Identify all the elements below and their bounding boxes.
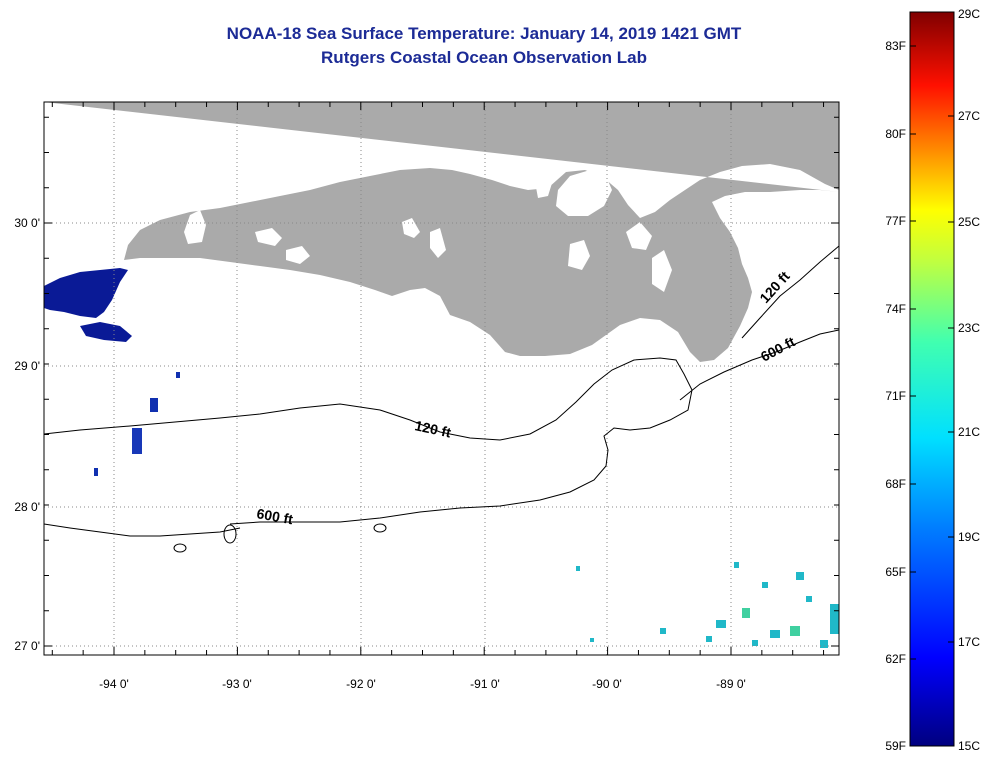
- cold-water-pixel: [176, 372, 180, 378]
- contour-label: 600 ft: [255, 505, 294, 527]
- cold-water-streak: [80, 322, 132, 342]
- cold-water-pixel: [94, 468, 98, 476]
- lat-label: 29 0': [14, 359, 40, 373]
- lake: [568, 240, 590, 270]
- contour-120ft-coastal: [741, 245, 839, 339]
- lake: [626, 222, 652, 250]
- graticule: [44, 102, 839, 655]
- contour-bank: [173, 543, 187, 553]
- colorbar-label-f: 71F: [885, 389, 906, 403]
- colorbar-label-c: 15C: [958, 739, 980, 753]
- colorbar-label-f: 83F: [885, 39, 906, 53]
- lon-label: -94 0': [99, 677, 129, 691]
- lake-maurepas: [535, 174, 553, 198]
- frame-ticks: [44, 102, 839, 655]
- colorbar-label-c: 21C: [958, 425, 980, 439]
- cold-water-pixel: [150, 398, 158, 412]
- contour-120ft-shelf: [44, 357, 693, 525]
- colorbar-label-f: 68F: [885, 477, 906, 491]
- colorbar-label-c: 19C: [958, 530, 980, 544]
- land-mass: [44, 102, 839, 362]
- colorbar-label-c: 17C: [958, 635, 980, 649]
- lake: [402, 218, 420, 238]
- colorbar: 83F 80F 77F 74F 71F 68F 65F 62F 59F 29C …: [885, 7, 980, 753]
- lake-pontchartrain: [556, 170, 612, 216]
- contour-600ft-coastal: [679, 329, 839, 401]
- lake: [184, 210, 206, 244]
- longitude-labels: -94 0' -93 0' -92 0' -91 0' -90 0' -89 0…: [99, 677, 746, 691]
- lon-label: -91 0': [470, 677, 500, 691]
- cold-water-patch: [44, 268, 128, 318]
- colorbar-label-c: 23C: [958, 321, 980, 335]
- contour-600ft-shelf: [44, 523, 241, 537]
- contour-bank: [373, 523, 387, 533]
- colorbar-label-f: 62F: [885, 652, 906, 666]
- lake: [652, 250, 672, 292]
- lake: [255, 228, 282, 246]
- lat-label: 27 0': [14, 639, 40, 653]
- lake: [286, 246, 310, 264]
- lat-label: 28 0': [14, 500, 40, 514]
- colorbar-label-f: 59F: [885, 739, 906, 753]
- warm-water-pixels: [576, 562, 839, 648]
- lon-label: -89 0': [716, 677, 746, 691]
- colorbar-label-f: 77F: [885, 214, 906, 228]
- colorbar-label-f: 65F: [885, 565, 906, 579]
- colorbar-label-c: 25C: [958, 215, 980, 229]
- lon-label: -92 0': [346, 677, 376, 691]
- lon-label: -93 0': [222, 677, 252, 691]
- colorbar-label-f: 74F: [885, 302, 906, 316]
- contour-label: 120 ft: [413, 417, 452, 440]
- contour-bank: [223, 524, 237, 544]
- colorbar-label-c: 29C: [958, 7, 980, 21]
- map-frame: [43, 101, 840, 656]
- cold-water-pixel: [132, 428, 142, 454]
- map-subtitle: Rutgers Coastal Ocean Observation Lab: [321, 48, 647, 67]
- lon-label: -90 0': [592, 677, 622, 691]
- latitude-labels: 30 0' 29 0' 28 0' 27 0': [14, 216, 40, 653]
- lat-label: 30 0': [14, 216, 40, 230]
- lake: [430, 228, 446, 258]
- map-title: NOAA-18 Sea Surface Temperature: January…: [226, 24, 742, 43]
- colorbar-gradient: [909, 11, 955, 747]
- colorbar-label-f: 80F: [885, 127, 906, 141]
- colorbar-label-c: 27C: [958, 109, 980, 123]
